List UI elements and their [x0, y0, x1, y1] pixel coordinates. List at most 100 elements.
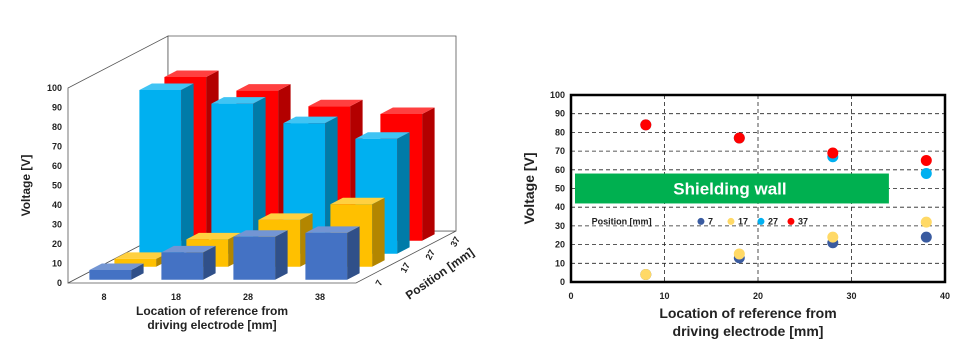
y-tick-label: 50	[555, 184, 565, 194]
x-axis-title-line2: driving electrode [mm]	[673, 323, 824, 339]
bar-side	[253, 97, 266, 254]
bar-front	[211, 103, 254, 254]
x-axis-title-line1: Location of reference from	[136, 304, 288, 318]
point-27-38	[920, 168, 932, 180]
x-ticks: 0 10 20 30 40	[568, 291, 950, 301]
z-tick-label: 7	[373, 278, 384, 287]
y-tick-label: 60	[52, 161, 62, 171]
bar-top	[355, 132, 410, 139]
bar-top	[89, 263, 144, 270]
bar-top	[161, 245, 216, 253]
point-37-28	[827, 147, 839, 159]
x-tick-label: 40	[940, 291, 950, 301]
y-tick-label: 20	[555, 240, 565, 250]
bar-side	[131, 263, 144, 280]
y-tick-label: 80	[555, 127, 565, 137]
x-tick-label: 18	[171, 292, 181, 302]
bar-top	[330, 197, 385, 205]
plot-frame	[569, 93, 947, 284]
x-ticks: 8 18 28 38	[101, 292, 325, 302]
legend-marker	[697, 217, 705, 225]
y-axis-title: Voltage [V]	[521, 152, 537, 224]
bars	[89, 70, 435, 280]
bar-7-18	[161, 245, 216, 280]
point-37-18	[733, 132, 745, 144]
legend-title: Position [mm]	[592, 216, 652, 226]
z-tick-label: 17	[398, 261, 412, 275]
bar-side	[275, 230, 288, 280]
y-tick-label: 20	[52, 239, 62, 249]
bar-top	[308, 99, 363, 107]
point-37-8	[640, 119, 652, 131]
legend-marker	[787, 217, 795, 225]
bar-27-18	[211, 97, 266, 254]
legend: Position [mm] 7 17 27 37	[592, 216, 808, 226]
y-ticks: 0 10 20 30 40 50 60 70 80 90 100	[550, 90, 565, 287]
legend-marker	[727, 217, 735, 225]
point-17-38	[920, 216, 932, 228]
bar-top	[164, 70, 219, 77]
y-tick-label: 100	[550, 90, 565, 100]
bar3d-chart: 0 10 20 30 40 50 60 70 80 90 100 Voltage [V] 8 18 28 38…	[19, 35, 476, 332]
bar-front	[305, 232, 348, 280]
bar-front	[139, 90, 182, 254]
y-tick-label: 30	[555, 221, 565, 231]
bar-side	[397, 132, 410, 254]
bar-side	[372, 197, 385, 267]
bar-top	[114, 252, 169, 259]
point-17-8	[640, 269, 652, 281]
y-tick-label: 90	[555, 109, 565, 119]
bar-side	[181, 83, 194, 254]
legend-label: 17	[738, 216, 748, 226]
y-tick-label: 70	[555, 146, 565, 156]
y-tick-label: 10	[52, 259, 62, 269]
y-tick-label: 60	[555, 165, 565, 175]
bar-top	[139, 83, 194, 90]
bar-front	[89, 270, 132, 280]
bar-27-8	[139, 83, 194, 254]
y-tick-label: 50	[52, 181, 62, 191]
bar-top	[305, 226, 360, 233]
bar-top	[233, 230, 288, 237]
bar-side	[422, 107, 435, 241]
bar-top	[283, 116, 338, 124]
bar-top	[211, 97, 266, 104]
point-17-28	[827, 231, 839, 243]
legend-marker	[757, 217, 765, 225]
y-ticks: 0 10 20 30 40 50 60 70 80 90 100	[47, 83, 62, 288]
x-axis-title-line2: driving electrode [mm]	[147, 318, 276, 332]
x-tick-label: 38	[315, 292, 325, 302]
x-axis-title-line1: Location of reference from	[659, 305, 836, 321]
x-tick-label: 30	[846, 291, 856, 301]
bar-7-28	[233, 230, 288, 280]
y-axis-title: Voltage [V]	[19, 155, 33, 217]
bar-front	[161, 252, 204, 280]
bar-top	[380, 107, 435, 114]
shielding-wall-band	[575, 173, 889, 204]
bar-7-38	[305, 226, 360, 280]
z-tick-label: 37	[448, 235, 462, 249]
bar-top	[186, 232, 241, 240]
bar-top	[258, 213, 313, 220]
legend-label: 7	[708, 216, 713, 226]
bar-front	[233, 236, 276, 280]
y-tick-label: 100	[47, 83, 62, 93]
legend-label: 27	[768, 216, 778, 226]
x-tick-label: 20	[753, 291, 763, 301]
y-tick-label: 30	[52, 220, 62, 230]
z-tick-label: 27	[423, 248, 437, 262]
bar-side	[203, 245, 216, 280]
y-tick-label: 0	[560, 277, 565, 287]
y-tick-label: 80	[52, 122, 62, 132]
y-tick-label: 40	[52, 200, 62, 210]
x-tick-label: 10	[659, 291, 669, 301]
bar-7-8	[89, 263, 144, 280]
y-tick-label: 0	[57, 278, 62, 288]
y-tick-label: 10	[555, 258, 565, 268]
points	[640, 119, 932, 281]
bar-side	[347, 226, 360, 280]
point-37-38	[920, 154, 932, 166]
legend-label: 37	[798, 216, 808, 226]
y-tick-label: 40	[555, 202, 565, 212]
